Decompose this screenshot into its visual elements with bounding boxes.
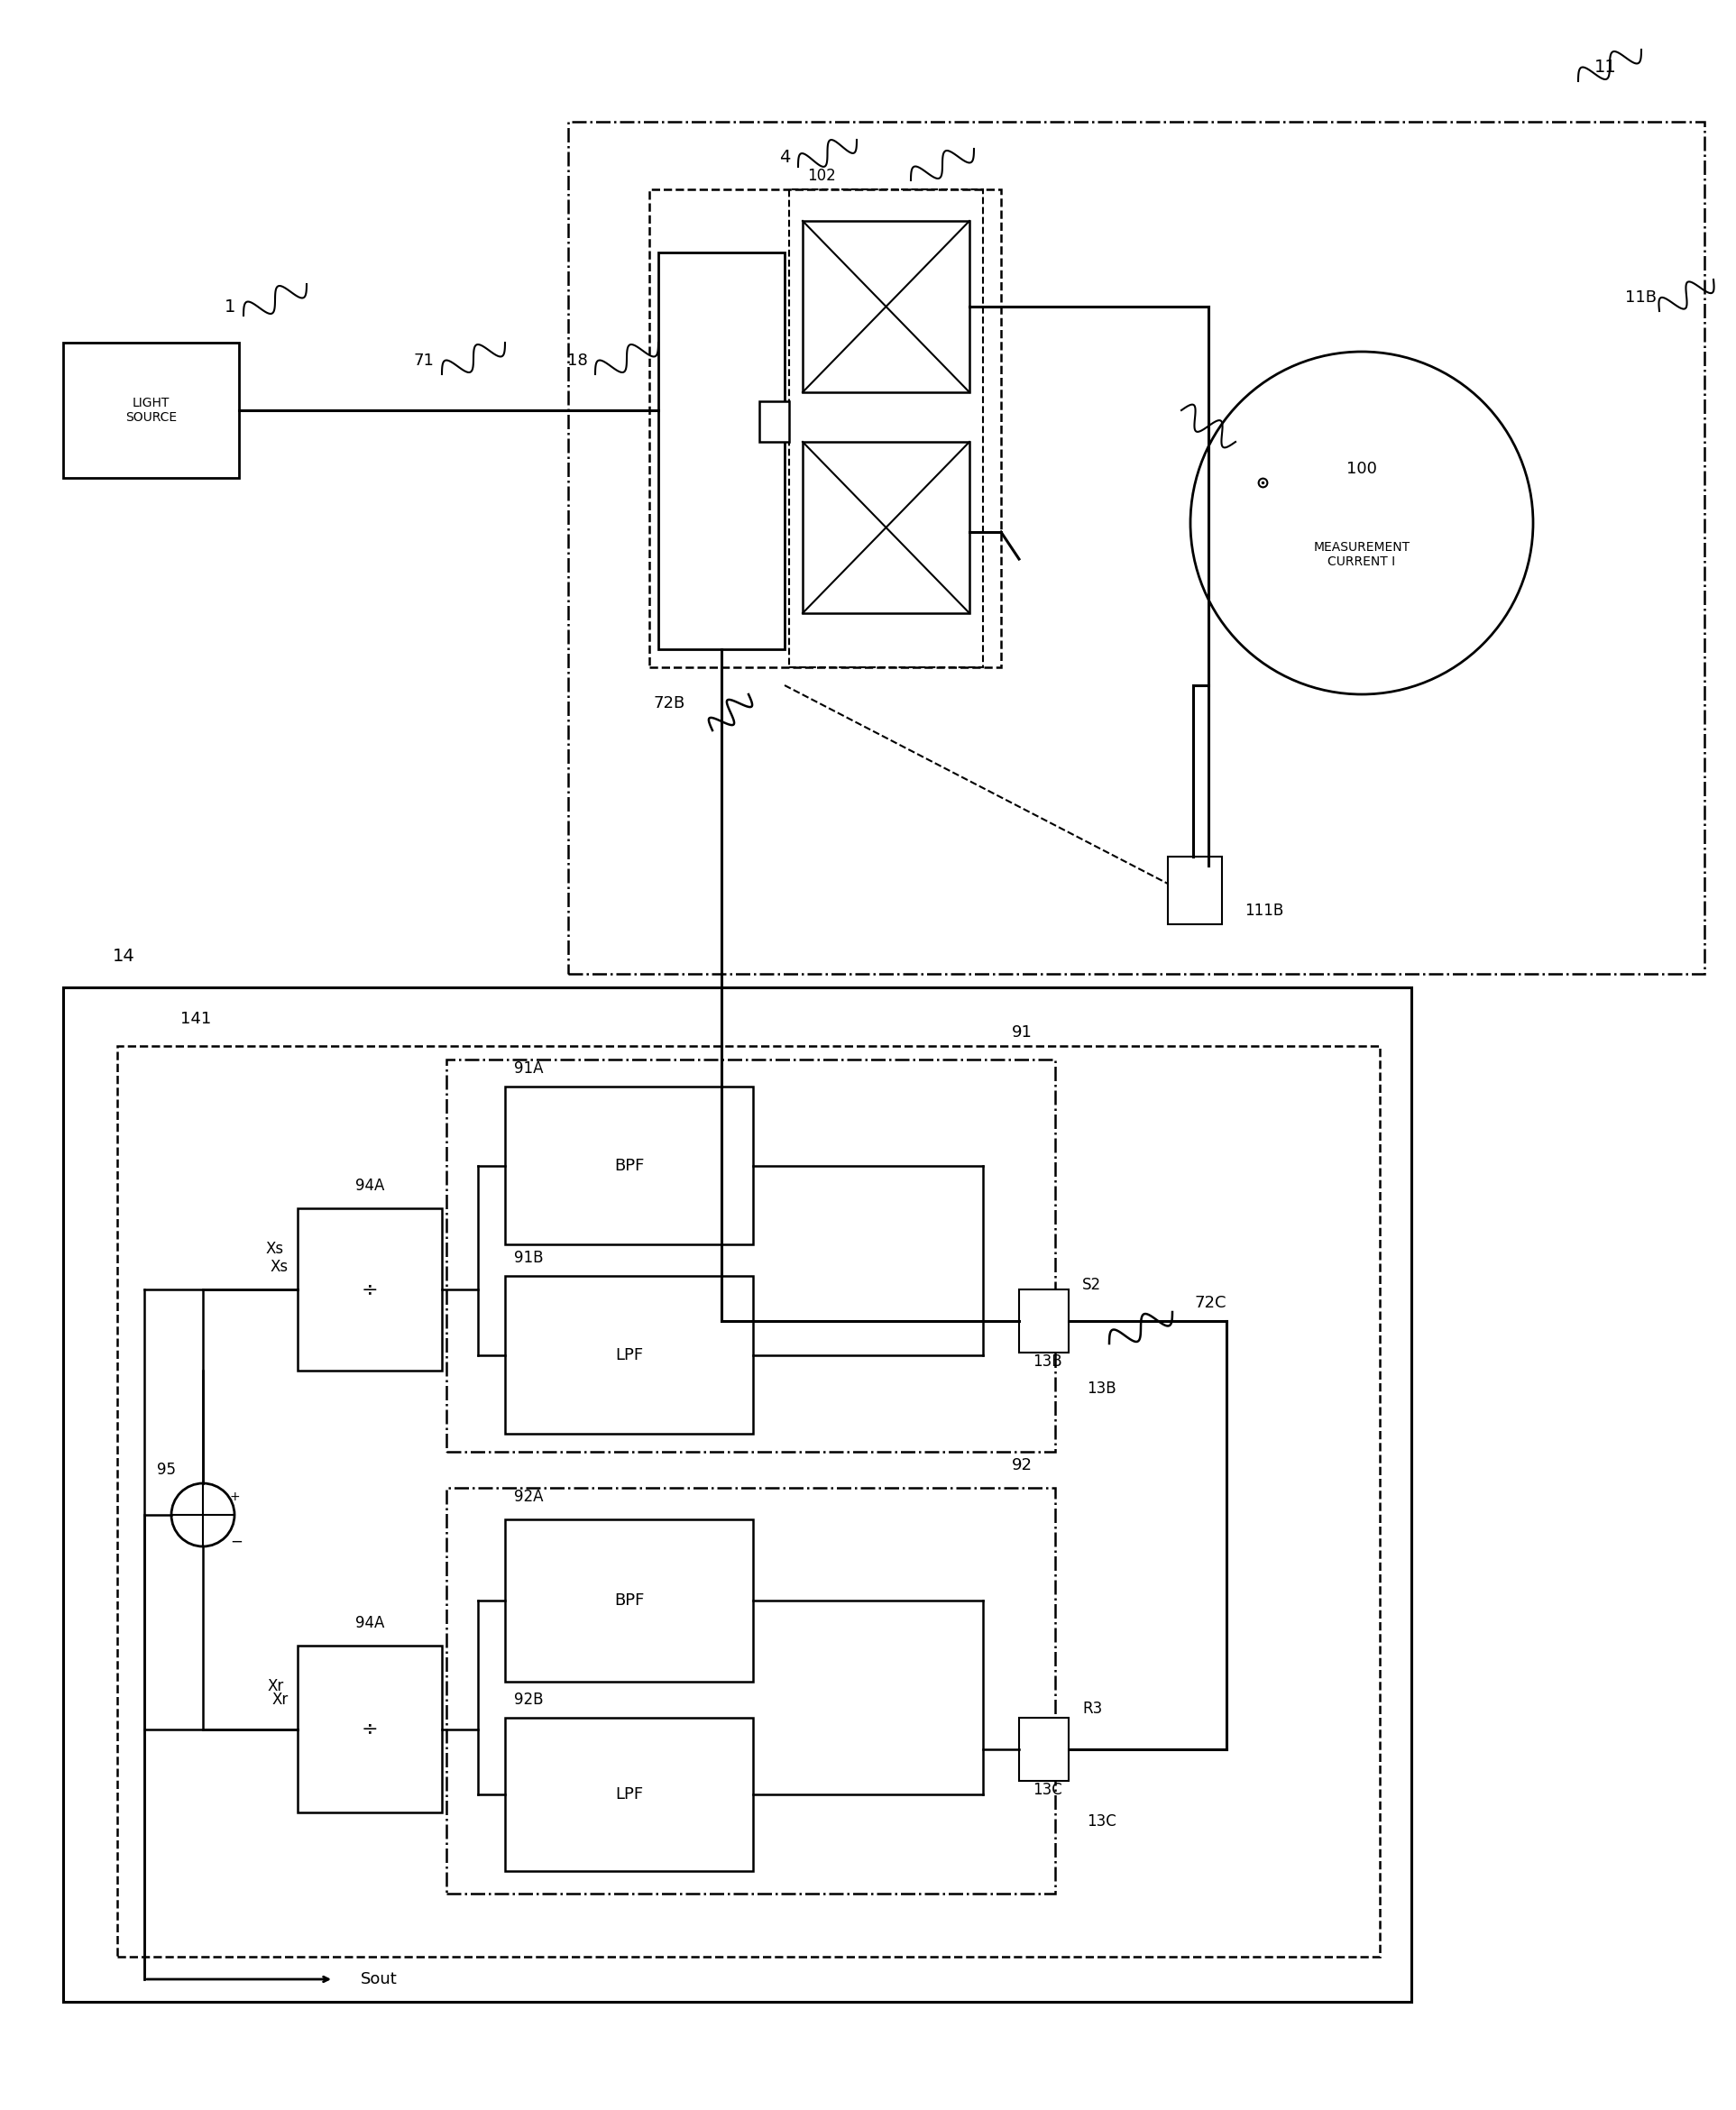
Text: 13C: 13C [1087, 1812, 1116, 1829]
Bar [568, 122, 1705, 975]
Text: 13B: 13B [1033, 1353, 1062, 1369]
Text: 94A: 94A [356, 1614, 384, 1631]
Text: 141: 141 [181, 1011, 212, 1028]
Bar [802, 441, 969, 614]
Bar [62, 342, 240, 477]
Bar [658, 253, 785, 650]
Text: 72B: 72B [653, 694, 686, 711]
Text: 91B: 91B [514, 1249, 543, 1266]
Text: Xs: Xs [266, 1241, 285, 1258]
Text: 11: 11 [1594, 59, 1616, 76]
Text: 92A: 92A [514, 1490, 543, 1504]
Text: 95: 95 [156, 1462, 175, 1477]
Text: 18: 18 [568, 352, 587, 369]
Bar [1019, 1718, 1069, 1781]
Bar [802, 222, 969, 392]
Bar [759, 401, 790, 441]
Text: BPF: BPF [615, 1593, 644, 1608]
Text: 91: 91 [1012, 1023, 1033, 1040]
Text: LIGHT
SOURCE: LIGHT SOURCE [125, 397, 177, 424]
Text: Xr: Xr [267, 1677, 285, 1694]
Bar [505, 1087, 753, 1245]
Bar [649, 190, 1002, 667]
Text: 92B: 92B [514, 1692, 543, 1707]
Text: LPF: LPF [615, 1787, 642, 1802]
Bar [297, 1646, 443, 1812]
Text: 72C: 72C [1194, 1296, 1227, 1310]
Text: 102: 102 [807, 167, 835, 184]
Text: 4: 4 [779, 150, 790, 167]
Text: MEASUREMENT
CURRENT I: MEASUREMENT CURRENT I [1314, 540, 1410, 568]
Text: Xr: Xr [273, 1692, 288, 1707]
Bar [505, 1718, 753, 1872]
Text: 1: 1 [224, 298, 236, 314]
Text: BPF: BPF [615, 1158, 644, 1173]
Text: +: + [229, 1490, 241, 1502]
Bar [446, 1059, 1055, 1452]
Bar [1019, 1289, 1069, 1353]
Text: 94A: 94A [356, 1177, 384, 1194]
Text: LPF: LPF [615, 1346, 642, 1363]
Text: Sout: Sout [361, 1971, 398, 1988]
Text: 14: 14 [113, 947, 135, 964]
Text: S2: S2 [1082, 1277, 1101, 1293]
Text: 100: 100 [1347, 460, 1377, 477]
Text: Xs: Xs [271, 1260, 288, 1274]
Text: ÷: ÷ [361, 1281, 378, 1298]
Bar [446, 1488, 1055, 1893]
Bar [62, 987, 1411, 2002]
Text: R3: R3 [1082, 1701, 1102, 1718]
Bar [1168, 857, 1222, 924]
Text: 13B: 13B [1087, 1380, 1116, 1397]
Bar [118, 1047, 1380, 1956]
Bar [790, 190, 983, 667]
Text: 92: 92 [1012, 1458, 1033, 1473]
Bar [297, 1209, 443, 1372]
Text: 11B: 11B [1625, 289, 1658, 306]
Text: 71: 71 [413, 352, 434, 369]
Text: ÷: ÷ [361, 1720, 378, 1739]
Text: 111B: 111B [1245, 903, 1283, 918]
Bar [505, 1277, 753, 1433]
Text: 91A: 91A [514, 1061, 543, 1076]
Bar [505, 1519, 753, 1682]
Text: 13C: 13C [1033, 1781, 1062, 1798]
Text: −: − [229, 1534, 243, 1551]
